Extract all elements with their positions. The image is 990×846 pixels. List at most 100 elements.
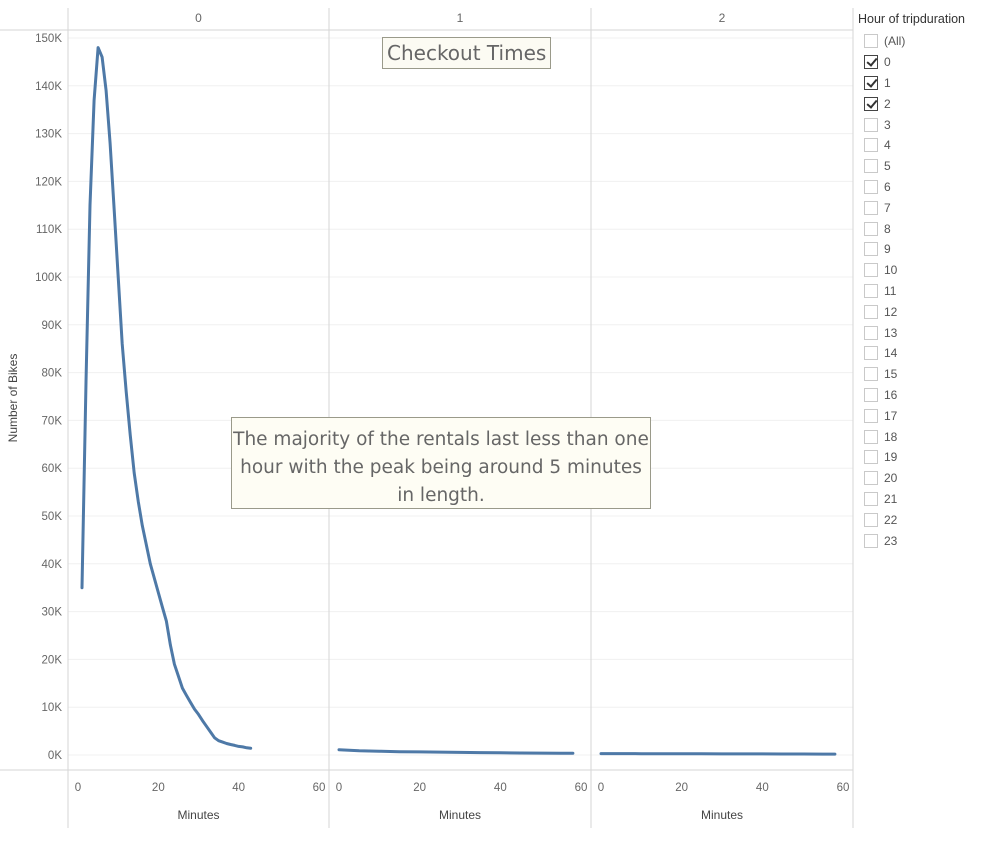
legend-item[interactable]: 22: [858, 509, 988, 530]
legend-item-label: 9: [884, 242, 891, 257]
y-tick-label: 110K: [36, 224, 62, 236]
legend-item-label: 18: [884, 429, 898, 444]
y-tick-label: 60K: [42, 463, 63, 475]
unchecked-checkbox[interactable]: [864, 34, 878, 49]
legend-item-label: 3: [884, 117, 891, 132]
y-tick-label: 150K: [35, 33, 62, 45]
unchecked-checkbox[interactable]: [864, 533, 878, 548]
unchecked-checkbox[interactable]: [864, 367, 878, 382]
unchecked-checkbox[interactable]: [864, 491, 878, 506]
legend-item[interactable]: 19: [858, 447, 988, 468]
legend-item-label: 4: [884, 138, 891, 153]
x-tick-label: 0: [75, 782, 81, 794]
unchecked-checkbox[interactable]: [864, 283, 878, 298]
x-tick-labels: 0 20 40 60 0 20 40 60 0 20 40 60: [75, 782, 850, 794]
legend-item[interactable]: 23: [858, 530, 988, 551]
unchecked-checkbox[interactable]: [864, 263, 878, 278]
legend-item-label: 0: [884, 55, 891, 70]
checked-checkbox[interactable]: [864, 96, 878, 111]
series-line-pane-1: [337, 748, 575, 755]
legend-item[interactable]: 13: [858, 322, 988, 343]
legend-filter: Hour of tripduration (All) 0 1 2 3 4 5 6 7 8 9 10 11…: [858, 12, 988, 551]
legend-item[interactable]: 9: [858, 239, 988, 260]
legend-item[interactable]: 2: [858, 93, 988, 114]
series-lines: [80, 46, 837, 756]
legend-item-label: 6: [884, 179, 891, 194]
legend-item[interactable]: 5: [858, 156, 988, 177]
legend-item[interactable]: 16: [858, 385, 988, 406]
legend-item[interactable]: 20: [858, 468, 988, 489]
x-tick-label: 60: [837, 782, 850, 794]
unchecked-checkbox[interactable]: [864, 221, 878, 236]
pane-headers: 0 1 2: [195, 11, 726, 25]
legend-item-label: 13: [884, 325, 898, 340]
x-tick-label: 20: [675, 782, 688, 794]
grid-layer: [68, 37, 853, 756]
y-tick-label: 50K: [42, 511, 63, 523]
unchecked-checkbox[interactable]: [864, 471, 878, 486]
unchecked-checkbox[interactable]: [864, 179, 878, 194]
legend-item[interactable]: 8: [858, 218, 988, 239]
y-tick-label: 90K: [42, 320, 63, 332]
legend-item[interactable]: 17: [858, 405, 988, 426]
chart-title: Checkout Times: [382, 37, 552, 69]
legend-item[interactable]: 1: [858, 73, 988, 94]
legend-item-label: 22: [884, 512, 898, 527]
x-tick-label: 40: [756, 782, 769, 794]
unchecked-checkbox[interactable]: [864, 325, 878, 340]
pane-header: 2: [719, 11, 726, 25]
x-tick-label: 60: [313, 782, 326, 794]
unchecked-checkbox[interactable]: [864, 200, 878, 215]
legend-items: (All) 0 1 2 3 4 5 6 7 8 9 10 11 12 13 14 15 16 17 18 19 20 21 2…: [858, 31, 988, 551]
legend-item[interactable]: 6: [858, 177, 988, 198]
unchecked-checkbox[interactable]: [864, 346, 878, 361]
y-tick-labels: 0K 10K 20K 30K 40K 50K 60K 70K 80K 90K 100K 110K 120…: [35, 33, 62, 762]
legend-item[interactable]: 12: [858, 301, 988, 322]
legend-item-label: 5: [884, 159, 891, 174]
x-axis-title: Minutes: [177, 808, 219, 822]
unchecked-checkbox[interactable]: [864, 159, 878, 174]
legend-item-label: 21: [884, 491, 898, 506]
legend-item-label: 1: [884, 75, 891, 90]
legend-item[interactable]: (All): [858, 31, 988, 52]
x-axis-title: Minutes: [701, 808, 743, 822]
legend-item[interactable]: 15: [858, 364, 988, 385]
unchecked-checkbox[interactable]: [864, 242, 878, 257]
unchecked-checkbox[interactable]: [864, 138, 878, 153]
legend-item-label: 8: [884, 221, 891, 236]
checked-checkbox[interactable]: [864, 75, 878, 90]
unchecked-checkbox[interactable]: [864, 408, 878, 423]
y-tick-label: 0K: [48, 750, 62, 762]
x-axis-titles: Minutes Minutes Minutes: [177, 808, 743, 822]
unchecked-checkbox[interactable]: [864, 117, 878, 132]
unchecked-checkbox[interactable]: [864, 429, 878, 444]
y-axis-title: Number of Bikes: [6, 354, 20, 443]
series-line-pane-0: [80, 46, 253, 750]
checked-checkbox[interactable]: [864, 55, 878, 70]
legend-item[interactable]: 18: [858, 426, 988, 447]
legend-item-label: 10: [884, 263, 898, 278]
legend-item[interactable]: 11: [858, 281, 988, 302]
legend-item[interactable]: 0: [858, 52, 988, 73]
x-tick-label: 40: [232, 782, 245, 794]
legend-item[interactable]: 14: [858, 343, 988, 364]
legend-item-label: 12: [884, 304, 898, 319]
legend-item[interactable]: 4: [858, 135, 988, 156]
unchecked-checkbox[interactable]: [864, 387, 878, 402]
legend-item[interactable]: 10: [858, 260, 988, 281]
legend-item-label: 17: [884, 408, 898, 423]
unchecked-checkbox[interactable]: [864, 304, 878, 319]
legend-item[interactable]: 3: [858, 114, 988, 135]
unchecked-checkbox[interactable]: [864, 450, 878, 465]
legend-title: Hour of tripduration: [858, 12, 966, 26]
legend-item-label: 11: [884, 283, 897, 298]
legend-item[interactable]: 7: [858, 197, 988, 218]
legend-item-label: 20: [884, 471, 898, 486]
y-tick-label: 100K: [35, 272, 62, 284]
unchecked-checkbox[interactable]: [864, 512, 878, 527]
legend-item[interactable]: 21: [858, 489, 988, 510]
y-tick-label: 120K: [35, 176, 62, 188]
x-axis-title: Minutes: [439, 808, 481, 822]
y-tick-label: 30K: [42, 607, 63, 619]
x-tick-label: 20: [152, 782, 165, 794]
